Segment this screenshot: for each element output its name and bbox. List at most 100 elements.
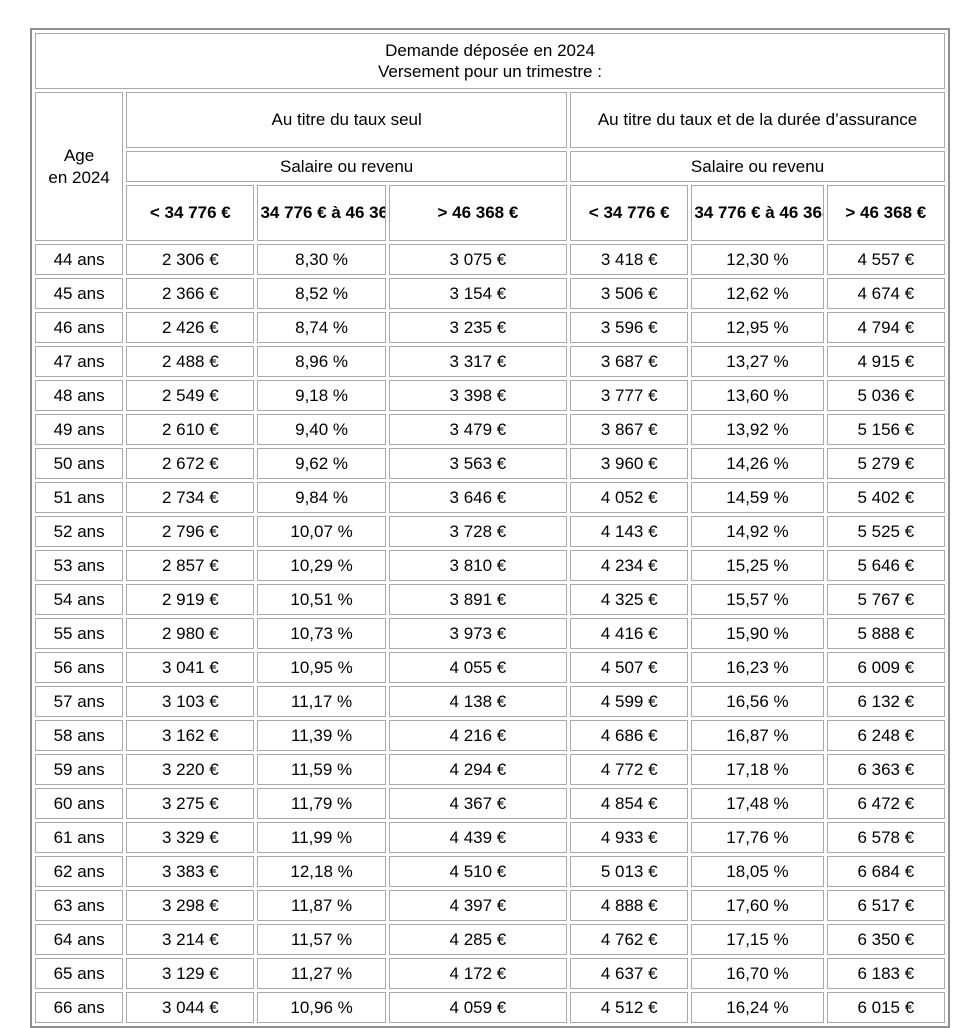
value-cell: 10,29 % — [257, 550, 386, 581]
value-cell: 6 363 € — [826, 754, 945, 785]
value-cell: 3 973 € — [388, 618, 568, 649]
value-cell: 3 777 € — [570, 380, 689, 411]
value-cell: 6 684 € — [826, 856, 945, 887]
value-cell: 9,62 % — [257, 448, 386, 479]
table-row: 59 ans 3 220 € 11,59 % 4 294 € 4 772 € 1… — [35, 754, 945, 785]
title-row: Demande déposée en 2024 Versement pour u… — [35, 33, 945, 89]
value-cell: 11,57 % — [257, 924, 386, 955]
value-cell: 2 426 € — [126, 312, 255, 343]
value-cell: 3 075 € — [388, 244, 568, 275]
value-cell: 3 867 € — [570, 414, 689, 445]
value-cell: 17,18 % — [691, 754, 824, 785]
value-cell: 5 646 € — [826, 550, 945, 581]
value-cell: 3 220 € — [126, 754, 255, 785]
value-cell: 17,48 % — [691, 788, 824, 819]
value-cell: 8,52 % — [257, 278, 386, 309]
age-cell: 61 ans — [35, 822, 124, 853]
value-cell: 8,96 % — [257, 346, 386, 377]
value-cell: 4 510 € — [388, 856, 568, 887]
value-cell: 4 294 € — [388, 754, 568, 785]
table-row: 52 ans 2 796 € 10,07 % 3 728 € 4 143 € 1… — [35, 516, 945, 547]
value-cell: 11,17 % — [257, 686, 386, 717]
value-cell: 3 275 € — [126, 788, 255, 819]
table-row: 60 ans 3 275 € 11,79 % 4 367 € 4 854 € 1… — [35, 788, 945, 819]
value-cell: 9,40 % — [257, 414, 386, 445]
value-cell: 6 350 € — [826, 924, 945, 955]
value-cell: 2 672 € — [126, 448, 255, 479]
value-cell: 3 298 € — [126, 890, 255, 921]
value-cell: 4 933 € — [570, 822, 689, 853]
value-cell: 16,87 % — [691, 720, 824, 751]
value-cell: 4 397 € — [388, 890, 568, 921]
value-cell: 11,99 % — [257, 822, 386, 853]
value-cell: 2 857 € — [126, 550, 255, 581]
value-cell: 12,95 % — [691, 312, 824, 343]
age-cell: 64 ans — [35, 924, 124, 955]
value-cell: 4 416 € — [570, 618, 689, 649]
value-cell: 6 578 € — [826, 822, 945, 853]
value-cell: 4 439 € — [388, 822, 568, 853]
value-cell: 4 772 € — [570, 754, 689, 785]
value-cell: 4 599 € — [570, 686, 689, 717]
range-header-left-mid: 34 776 € à 46 368 € — [257, 185, 386, 241]
table-row: 61 ans 3 329 € 11,99 % 4 439 € 4 933 € 1… — [35, 822, 945, 853]
value-cell: 3 103 € — [126, 686, 255, 717]
value-cell: 4 052 € — [570, 482, 689, 513]
value-cell: 4 854 € — [570, 788, 689, 819]
value-cell: 5 036 € — [826, 380, 945, 411]
value-cell: 6 472 € — [826, 788, 945, 819]
value-cell: 3 383 € — [126, 856, 255, 887]
value-cell: 3 960 € — [570, 448, 689, 479]
value-cell: 3 810 € — [388, 550, 568, 581]
value-cell: 17,76 % — [691, 822, 824, 853]
value-cell: 3 154 € — [388, 278, 568, 309]
value-cell: 13,27 % — [691, 346, 824, 377]
value-cell: 4 138 € — [388, 686, 568, 717]
age-cell: 58 ans — [35, 720, 124, 751]
value-cell: 11,79 % — [257, 788, 386, 819]
payment-table: Demande déposée en 2024 Versement pour u… — [30, 28, 950, 1028]
value-cell: 17,60 % — [691, 890, 824, 921]
value-cell: 5 402 € — [826, 482, 945, 513]
value-cell: 4 637 € — [570, 958, 689, 989]
value-cell: 12,30 % — [691, 244, 824, 275]
value-cell: 9,84 % — [257, 482, 386, 513]
value-cell: 6 183 € — [826, 958, 945, 989]
age-cell: 49 ans — [35, 414, 124, 445]
value-cell: 5 156 € — [826, 414, 945, 445]
value-cell: 3 317 € — [388, 346, 568, 377]
value-cell: 2 919 € — [126, 584, 255, 615]
table-row: 62 ans 3 383 € 12,18 % 4 510 € 5 013 € 1… — [35, 856, 945, 887]
value-cell: 16,70 % — [691, 958, 824, 989]
value-cell: 4 507 € — [570, 652, 689, 683]
value-cell: 4 674 € — [826, 278, 945, 309]
table-row: 44 ans 2 306 € 8,30 % 3 075 € 3 418 € 12… — [35, 244, 945, 275]
value-cell: 13,92 % — [691, 414, 824, 445]
table-row: 50 ans 2 672 € 9,62 % 3 563 € 3 960 € 14… — [35, 448, 945, 479]
value-cell: 3 041 € — [126, 652, 255, 683]
value-cell: 3 129 € — [126, 958, 255, 989]
value-cell: 10,51 % — [257, 584, 386, 615]
value-cell: 10,95 % — [257, 652, 386, 683]
age-cell: 60 ans — [35, 788, 124, 819]
value-cell: 6 248 € — [826, 720, 945, 751]
age-cell: 48 ans — [35, 380, 124, 411]
table-row: 51 ans 2 734 € 9,84 % 3 646 € 4 052 € 14… — [35, 482, 945, 513]
age-cell: 53 ans — [35, 550, 124, 581]
value-cell: 6 009 € — [826, 652, 945, 683]
value-cell: 4 915 € — [826, 346, 945, 377]
value-cell: 2 488 € — [126, 346, 255, 377]
value-cell: 4 172 € — [388, 958, 568, 989]
range-header-right-low: < 34 776 € — [570, 185, 689, 241]
value-cell: 3 329 € — [126, 822, 255, 853]
value-cell: 17,15 % — [691, 924, 824, 955]
value-cell: 8,74 % — [257, 312, 386, 343]
value-cell: 4 143 € — [570, 516, 689, 547]
value-cell: 3 044 € — [126, 992, 255, 1023]
value-cell: 6 015 € — [826, 992, 945, 1023]
value-cell: 15,25 % — [691, 550, 824, 581]
age-cell: 51 ans — [35, 482, 124, 513]
value-cell: 4 285 € — [388, 924, 568, 955]
value-cell: 8,30 % — [257, 244, 386, 275]
subgroup-header-right: Salaire ou revenu — [570, 151, 945, 182]
